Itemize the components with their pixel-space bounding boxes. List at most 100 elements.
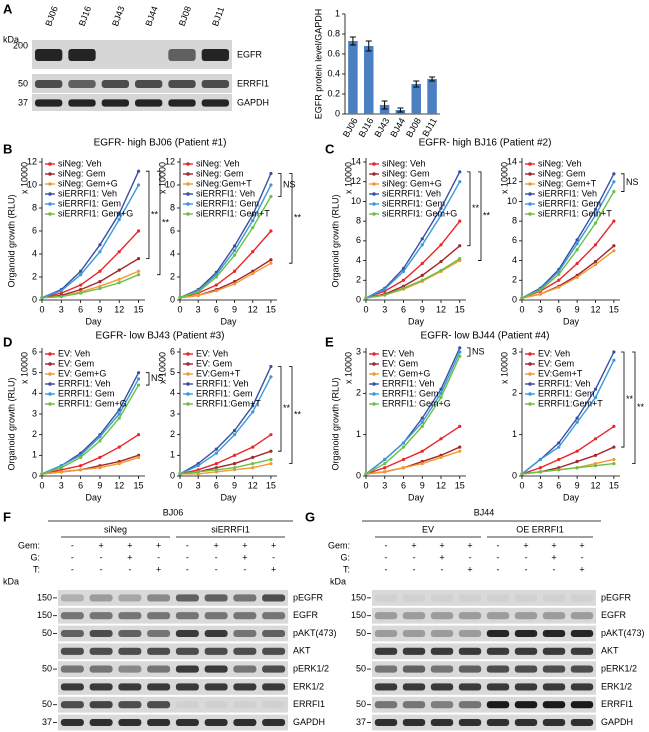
panel-title: EGFR- high BJ06 (Patient #1) [94, 138, 227, 149]
data-point [251, 455, 255, 459]
data-point [420, 243, 424, 247]
y-tick-label: 1 [170, 450, 175, 460]
blot-strip [58, 643, 288, 660]
series-line [365, 425, 461, 475]
blot-band [458, 718, 482, 727]
band-label: pAKT(473) [293, 628, 337, 638]
treatment-sign: - [497, 540, 500, 550]
blot-band [204, 594, 228, 602]
group-label: EV [422, 524, 434, 534]
blot-band [402, 718, 426, 727]
data-point [420, 278, 424, 282]
x-tick-label: 12 [436, 480, 446, 490]
data-point [232, 269, 237, 273]
significance-label: NS [472, 346, 485, 356]
series-line [521, 173, 615, 299]
data-point [214, 289, 218, 293]
blot-band [204, 683, 228, 691]
legend-marker [372, 182, 376, 186]
legend-label: ERRFI1: Gem [538, 388, 595, 398]
series-line [41, 257, 139, 299]
data-point [269, 433, 273, 437]
x-tick-label: 12 [590, 480, 600, 490]
data-point [557, 441, 561, 445]
treatment-sign: + [156, 540, 161, 550]
legend-label: siNeg: Veh [58, 158, 102, 168]
y-tick-label: 2 [32, 429, 37, 439]
data-point [98, 466, 102, 470]
data-point [196, 293, 200, 297]
treatment-sign: + [579, 564, 584, 574]
band-label: pEGFR [601, 592, 632, 602]
x-tick-label: 3 [382, 304, 387, 314]
panel-title: EGFR- low BJ44 (Patient #4) [421, 331, 550, 342]
blot-band [262, 683, 286, 691]
kda-marker: 50 [356, 628, 366, 638]
treatment-sign: - [385, 540, 388, 550]
blot-band [135, 99, 163, 107]
blot-band [430, 683, 454, 691]
blot-strip [32, 74, 232, 93]
y-tick-label: 12 [27, 156, 37, 166]
data-point [575, 459, 579, 464]
blot-band [60, 718, 84, 727]
blot-band [570, 701, 594, 709]
legend-label: ERRFI1: Gem+G [58, 398, 127, 408]
kda-marker: 150 [37, 592, 52, 602]
blot-strip [372, 590, 596, 606]
data-point [59, 289, 63, 293]
data-point [612, 457, 616, 462]
axis-multiplier: x 10000 [499, 352, 509, 384]
data-point [612, 244, 616, 248]
legend-label: EV: Veh [58, 348, 90, 358]
blot-band [89, 718, 113, 727]
blot-band [514, 594, 538, 602]
x-tick-label: 0 [177, 480, 182, 490]
legend-label: siERRFI1: Gem [196, 198, 259, 208]
legend-label: siERRFI1: Veh [382, 188, 441, 198]
blot-band [570, 665, 594, 673]
y-tick-label: 12 [165, 156, 175, 166]
data-point [383, 287, 387, 291]
data-point [117, 277, 121, 281]
series-line [41, 274, 139, 299]
axis-multiplier: x 10000 [19, 162, 29, 194]
x-tick-label: 3 [59, 480, 64, 490]
series-line [365, 355, 461, 475]
x-tick-label: 12 [590, 304, 600, 314]
legend-label: siNeg: Veh [538, 158, 582, 168]
data-point [593, 387, 598, 391]
legend-marker [48, 372, 52, 376]
legend-marker [186, 202, 190, 206]
data-point [214, 447, 218, 451]
blot-band [486, 718, 510, 727]
blot-band [514, 683, 538, 691]
data-point [196, 470, 200, 474]
blot-band [570, 718, 594, 727]
data-point [557, 457, 561, 462]
data-point [79, 455, 83, 459]
data-point [593, 395, 598, 400]
legend-label: EV:Gem+T [196, 368, 241, 378]
y-tick-label: 4 [32, 248, 37, 258]
y-tick-label: 4 [32, 388, 37, 398]
series-line [41, 434, 139, 475]
blot-band [262, 647, 286, 655]
panel-letter: B [3, 141, 12, 156]
data-point [439, 206, 443, 210]
data-point [401, 441, 406, 445]
data-point [420, 449, 424, 453]
blot-band [118, 594, 142, 602]
blot-band [68, 80, 96, 88]
blot-band [89, 612, 113, 620]
legend-marker [372, 202, 376, 206]
blot-strip [372, 679, 596, 695]
series-line [179, 458, 272, 475]
blot-band [68, 49, 96, 61]
data-point [612, 350, 616, 354]
blot-band [542, 629, 566, 638]
blot-band [233, 629, 257, 638]
significance-label: ** [294, 409, 302, 419]
blot-band [175, 629, 199, 638]
x-tick-label: 12 [248, 480, 258, 490]
